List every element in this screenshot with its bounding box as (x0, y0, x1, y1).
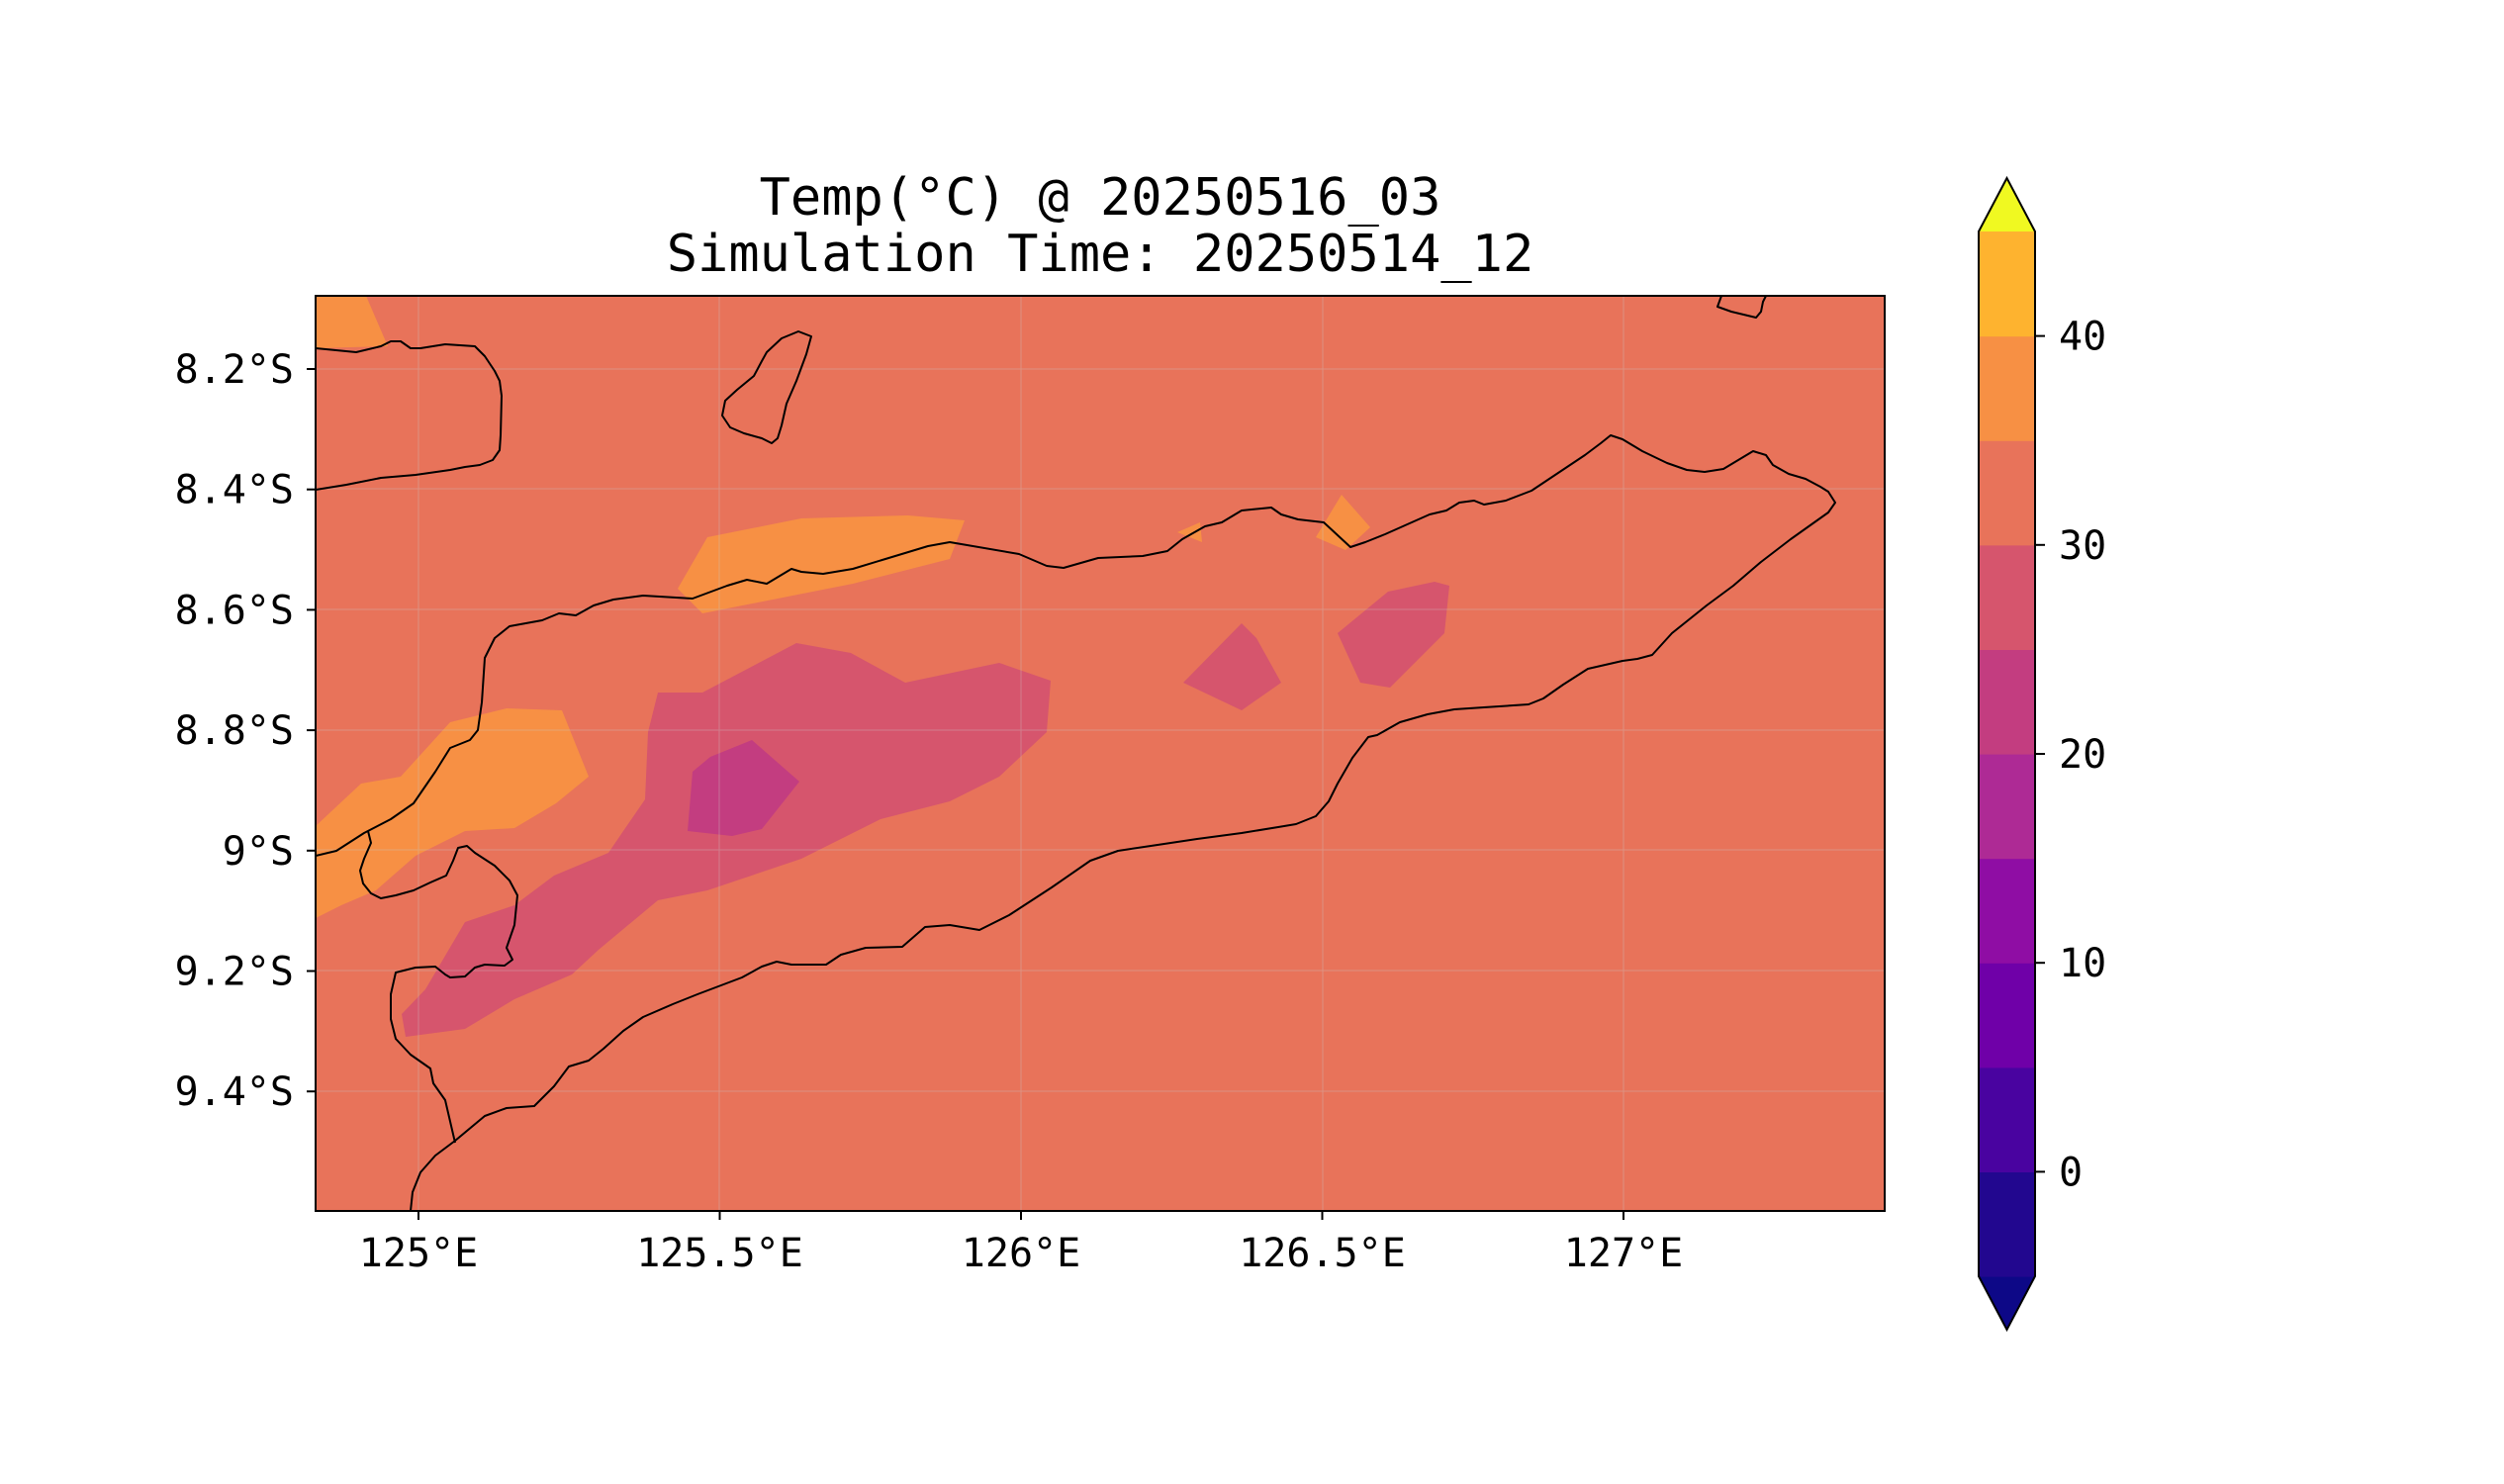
colorbar-segment (1979, 754, 2035, 860)
lat-tick-label: 8.4°S (175, 468, 294, 513)
temp-region-30-35-small (1177, 522, 1202, 542)
colorbar-segment (1979, 649, 2035, 755)
coastline-timor-southwest (359, 830, 518, 1144)
colorbar-segment (1979, 440, 2035, 546)
map-subtitle: Simulation Time: 20250514_12 (666, 225, 1534, 284)
coastline-wetar-island (1716, 296, 1767, 319)
temp-region-30-35-east-coast (1316, 495, 1370, 550)
colorbar-segment (1979, 1171, 2035, 1277)
lat-tick-label: 8.2°S (175, 347, 294, 393)
coastlines (316, 296, 1836, 1211)
map-frame (315, 295, 1886, 1212)
lat-tick-label: 8.8°S (175, 708, 294, 754)
map-plot-area (316, 296, 1885, 1211)
latitude-axis: 8.2°S 8.4°S 8.6°S 8.8°S 9°S 9.2°S 9.4°S (175, 347, 316, 1115)
colorbar-under-extend (1979, 1276, 2035, 1330)
colorbar: 0 10 20 30 40 (1978, 175, 2106, 1333)
lon-tick-label: 125.5°E (636, 1231, 803, 1276)
temp-region-30-35-northwest (316, 296, 388, 348)
lon-tick-label: 125°E (359, 1231, 478, 1276)
map-title: Temp(°C) @ 20250516_03 (759, 168, 1441, 228)
colorbar-tick-label: 40 (2059, 315, 2106, 360)
lat-tick-label: 8.6°S (175, 588, 294, 633)
temp-region-30-35-north-coast (678, 515, 965, 613)
colorbar-over-extend (1979, 178, 2035, 232)
temp-region-20-25-east-b (1338, 582, 1449, 688)
colorbar-outline (1978, 175, 2036, 1333)
colorbar-tick-label: 0 (2059, 1150, 2083, 1195)
lat-tick-label: 9.4°S (175, 1069, 294, 1115)
colorbar-segment (1979, 1067, 2035, 1172)
lon-tick-label: 126°E (962, 1231, 1080, 1276)
colorbar-segment (1979, 232, 2035, 337)
colorbar-segment (1979, 544, 2035, 650)
lat-tick-label: 9.2°S (175, 950, 294, 995)
coastline-atauro-island (721, 330, 812, 444)
temp-region-15-20-core (688, 740, 799, 836)
colorbar-tick-label: 20 (2059, 732, 2106, 778)
lat-tick-label: 9°S (223, 829, 294, 875)
temp-region-20-25-east-a (1183, 623, 1281, 710)
gridlines (316, 296, 1885, 1211)
colorbar-tick-label: 10 (2059, 941, 2106, 986)
coastline-alor-island (316, 340, 503, 491)
colorbar-tick-label: 30 (2059, 523, 2106, 569)
colorbar-segment (1979, 858, 2035, 964)
lon-tick-label: 126.5°E (1239, 1231, 1406, 1276)
temp-region-30-35-west (316, 708, 589, 918)
coastline-timor-north (316, 434, 1836, 1211)
colorbar-segment (1979, 335, 2035, 441)
colorbar-segment (1979, 963, 2035, 1068)
lon-tick-label: 127°E (1564, 1231, 1683, 1276)
temp-region-20-25-central (402, 643, 1051, 1037)
longitude-axis: 125°E 125.5°E 126°E 126.5°E 127°E (359, 1211, 1683, 1276)
